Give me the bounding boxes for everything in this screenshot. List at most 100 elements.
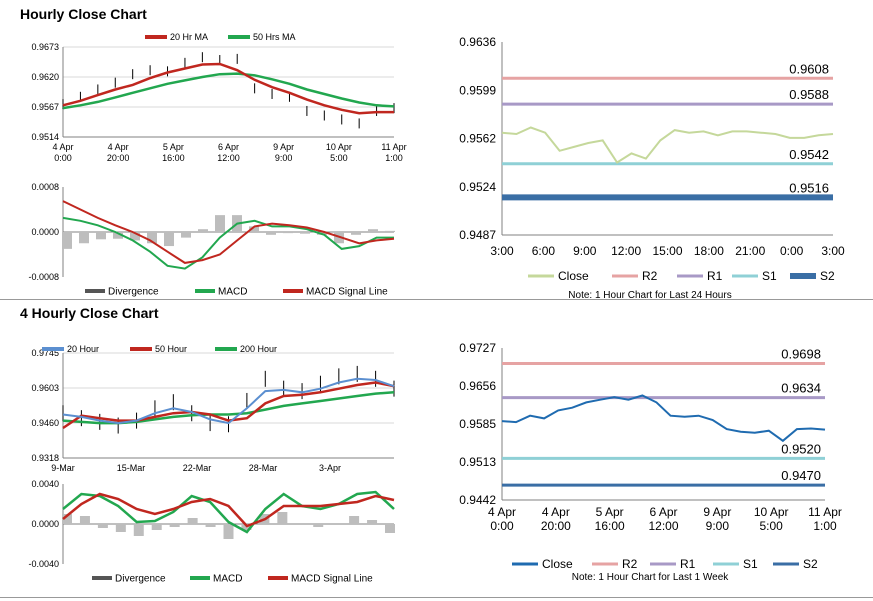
four-hourly-divergence-bar xyxy=(151,524,162,530)
hourly-price-x-tick-label: 6 Apr xyxy=(218,142,239,152)
hourly-macd-line xyxy=(62,216,394,270)
four-hourly-price-x-tick-label: 9-Mar xyxy=(51,463,75,473)
hourly-pivot-y-tick-label: 0.9599 xyxy=(459,83,496,97)
hourly-pivot-x-tick-label: 0:00 xyxy=(780,244,804,258)
hourly-divergence-bar xyxy=(283,232,293,234)
hourly-pivot-y-tick-label: 0.9487 xyxy=(459,228,496,242)
hourly-pivot-close-line xyxy=(501,126,834,164)
hourly-macd-plot: 0.0008 0.0000 -0.0008 Divergence MACD MACD Si… xyxy=(28,182,395,298)
hourly-pivot-legend-label: Close xyxy=(558,269,589,283)
hourly-pivot-x-tick-label: 3:00 xyxy=(821,244,845,258)
four-hourly-divergence-bar xyxy=(277,512,288,524)
four-hourly-price-x-tick-label: 28-Mar xyxy=(249,463,278,473)
hourly-divergence-bar xyxy=(147,232,157,244)
hourly-pivot-x-tick-label: 6:00 xyxy=(532,244,556,258)
four-hourly-legend-divergence-label: Divergence xyxy=(115,574,166,585)
hourly-divergence-bar xyxy=(181,232,191,238)
four-hourly-pivot-x-tick-label: 11 Apr xyxy=(808,505,842,519)
four-hourly-macd-y-tick-label: 0.0040 xyxy=(31,479,59,489)
four-hourly-pivot-legend-label: Close xyxy=(542,557,573,571)
four-hourly-macd-y-tick-label: 0.0000 xyxy=(31,519,59,529)
hourly-price-legend: 20 Hr MA 50 Hrs MA xyxy=(145,32,296,42)
section-divider xyxy=(0,299,873,300)
hourly-divergence-bar xyxy=(79,232,89,244)
hourly-divergence-bar xyxy=(130,232,140,241)
hourly-price-y-tick-label: 0.9567 xyxy=(31,102,59,112)
hourly-pivot-x-tick-label: 21:00 xyxy=(735,244,765,258)
hourly-20hr-ma-line xyxy=(62,62,394,115)
four-hourly-divergence-bar xyxy=(367,520,378,524)
hourly-pivot-x-tick-label: 12:00 xyxy=(611,244,641,258)
four-hourly-pivot-x-tick-label: 20:00 xyxy=(541,519,571,533)
four-hourly-chart-title: 4 Hourly Close Chart xyxy=(20,305,159,321)
bottom-divider xyxy=(0,597,873,598)
four-hourly-legend-20hr-label: 20 Hour xyxy=(67,344,99,354)
hourly-divergence-bar xyxy=(266,232,276,235)
hourly-divergence-bar xyxy=(368,229,378,232)
hourly-divergence-bar xyxy=(215,215,225,232)
four-hourly-price-y-tick-label: 0.9460 xyxy=(31,418,59,428)
hourly-price-y-tick-label: 0.9514 xyxy=(31,132,59,142)
four-hourly-divergence-bar xyxy=(97,524,108,528)
four-hourly-pivot-x-tick-label: 10 Apr xyxy=(754,505,789,519)
four-hourly-pivot-close-line xyxy=(501,394,826,443)
four-hourly-legend-signal-label: MACD Signal Line xyxy=(291,574,373,585)
four-hourly-divergence-bar xyxy=(169,524,180,527)
hourly-divergence-bar xyxy=(164,232,174,247)
hourly-pivot-legend-label: R1 xyxy=(707,269,723,283)
four-hourly-pivot-y-tick-label: 0.9727 xyxy=(459,341,496,355)
hourly-price-y-tick-label: 0.9673 xyxy=(31,42,59,52)
hourly-pivot-x-tick-label: 15:00 xyxy=(652,244,682,258)
four-hourly-pivot-x-tick-label: 9 Apr xyxy=(703,505,731,519)
hourly-divergence-bar xyxy=(351,232,361,235)
four-hourly-pivot-legend-label: S2 xyxy=(803,557,818,571)
four-hourly-pivot-chart: 0.9727 0.9656 0.9585 0.9513 0.9442 0.9698 0.96… xyxy=(459,341,842,583)
hourly-macd-y-tick-label: 0.0008 xyxy=(31,182,59,192)
hourly-divergence-bar xyxy=(113,232,123,239)
four-hourly-pivot-x-tick-label: 9:00 xyxy=(706,519,730,533)
four-hourly-pivot-y-tick-label: 0.9656 xyxy=(459,379,496,393)
four-hourly-divergence-bar xyxy=(205,524,216,527)
four-hourly-macd-chart: 0.0040 0.0000 -0.0040 Divergence MACD MACD Si… xyxy=(28,479,395,585)
four-hourly-pivot-y-tick-label: 0.9513 xyxy=(459,455,496,469)
four-hourly-20hr-line xyxy=(62,377,395,425)
hourly-price-x-tick-label: 1:00 xyxy=(385,153,403,163)
hourly-legend-signal-label: MACD Signal Line xyxy=(306,287,388,298)
hourly-pivot-y-tick-label: 0.9562 xyxy=(459,132,496,146)
four-hourly-divergence-bar xyxy=(62,514,72,524)
four-hourly-pivot-level-label: 0.9470 xyxy=(781,468,821,483)
hourly-price-x-tick-label: 10 Apr xyxy=(326,142,352,152)
four-hourly-price-y-tick-label: 0.9318 xyxy=(31,453,59,463)
hourly-pivot-level-label: 0.9608 xyxy=(789,61,829,76)
four-hourly-pivot-plot: 0.9727 0.9656 0.9585 0.9513 0.9442 0.9698 0.96… xyxy=(459,341,842,583)
hourly-pivot-x-tick-label: 9:00 xyxy=(573,244,597,258)
four-hourly-pivot-legend-label: R1 xyxy=(680,557,696,571)
four-hourly-pivot-note: Note: 1 Hour Chart for Last 1 Week xyxy=(572,572,730,583)
four-hourly-pivot-x-tick-label: 5 Apr xyxy=(596,505,624,519)
hourly-pivot-x-tick-label: 18:00 xyxy=(694,244,724,258)
hourly-pivot-level-label: 0.9588 xyxy=(789,87,829,102)
hourly-price-x-tick-label: 5 Apr xyxy=(163,142,184,152)
hourly-pivot-legend-label: S1 xyxy=(762,269,777,283)
hourly-legend-20hr-ma-label: 20 Hr MA xyxy=(170,32,208,42)
hourly-legend-divergence-label: Divergence xyxy=(108,287,159,298)
hourly-pivot-note: Note: 1 Hour Chart for Last 24 Hours xyxy=(568,290,731,301)
hourly-50hr-ma-line xyxy=(62,72,395,110)
four-hourly-price-x-tick-label: 22-Mar xyxy=(183,463,212,473)
hourly-pivot-y-tick-label: 0.9636 xyxy=(459,35,496,49)
hourly-price-x-tick-label: 4 Apr xyxy=(108,142,129,152)
hourly-macd-y-tick-label: 0.0000 xyxy=(31,227,59,237)
four-hourly-macd-y-tick-label: -0.0040 xyxy=(28,559,59,569)
hourly-divergence-bar xyxy=(96,232,106,240)
four-hourly-pivot-x-tick-label: 16:00 xyxy=(595,519,625,533)
four-hourly-pivot-x-tick-label: 4 Apr xyxy=(542,505,570,519)
four-hourly-pivot-level-label: 0.9634 xyxy=(781,381,821,396)
four-hourly-divergence-bar xyxy=(187,518,198,524)
hourly-pivot-y-tick-label: 0.9524 xyxy=(459,180,496,194)
hourly-macd-y-tick-label: -0.0008 xyxy=(28,272,59,282)
hourly-divergence-bar xyxy=(198,229,208,232)
hourly-price-x-tick-label: 9:00 xyxy=(275,153,293,163)
